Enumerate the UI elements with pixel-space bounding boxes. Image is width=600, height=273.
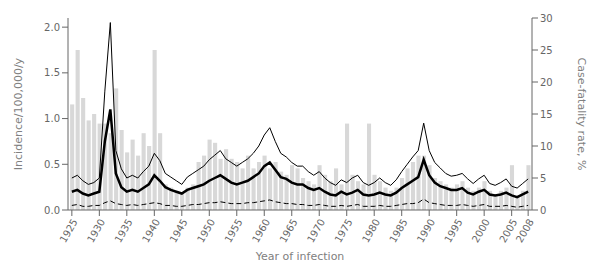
svg-text:1980: 1980 [360, 217, 382, 245]
svg-text:5: 5 [540, 173, 546, 184]
svg-text:2008: 2008 [514, 217, 536, 245]
svg-text:1970: 1970 [305, 217, 327, 245]
svg-text:1940: 1940 [140, 217, 162, 245]
svg-text:1985: 1985 [387, 217, 409, 245]
svg-text:1995: 1995 [442, 217, 464, 245]
svg-text:Incidence/100,000/y: Incidence/100,000/y [12, 57, 25, 170]
svg-text:1965: 1965 [277, 217, 299, 245]
svg-text:Case-fatality rate, %: Case-fatality rate, % [575, 58, 588, 171]
svg-text:2005: 2005 [497, 217, 520, 245]
svg-text:1960: 1960 [250, 217, 272, 245]
svg-text:25: 25 [540, 45, 553, 56]
svg-text:1975: 1975 [332, 217, 354, 245]
svg-text:0.5: 0.5 [44, 159, 60, 170]
svg-text:1990: 1990 [415, 217, 437, 245]
svg-text:15: 15 [540, 109, 553, 120]
svg-text:0: 0 [540, 205, 546, 216]
svg-text:1950: 1950 [195, 217, 217, 245]
svg-text:Year of infection: Year of infection [255, 250, 345, 263]
svg-text:1925: 1925 [57, 217, 79, 245]
svg-text:2000: 2000 [470, 217, 492, 245]
svg-text:1.5: 1.5 [44, 67, 60, 78]
svg-text:1.0: 1.0 [44, 113, 60, 124]
svg-text:1935: 1935 [112, 217, 134, 245]
svg-text:0.0: 0.0 [44, 205, 60, 216]
svg-text:20: 20 [540, 77, 553, 88]
svg-text:1945: 1945 [167, 217, 189, 245]
svg-text:2.0: 2.0 [44, 22, 60, 33]
svg-text:10: 10 [540, 141, 553, 152]
svg-text:30: 30 [540, 13, 553, 24]
svg-text:1955: 1955 [222, 217, 244, 245]
svg-text:1930: 1930 [85, 217, 107, 245]
